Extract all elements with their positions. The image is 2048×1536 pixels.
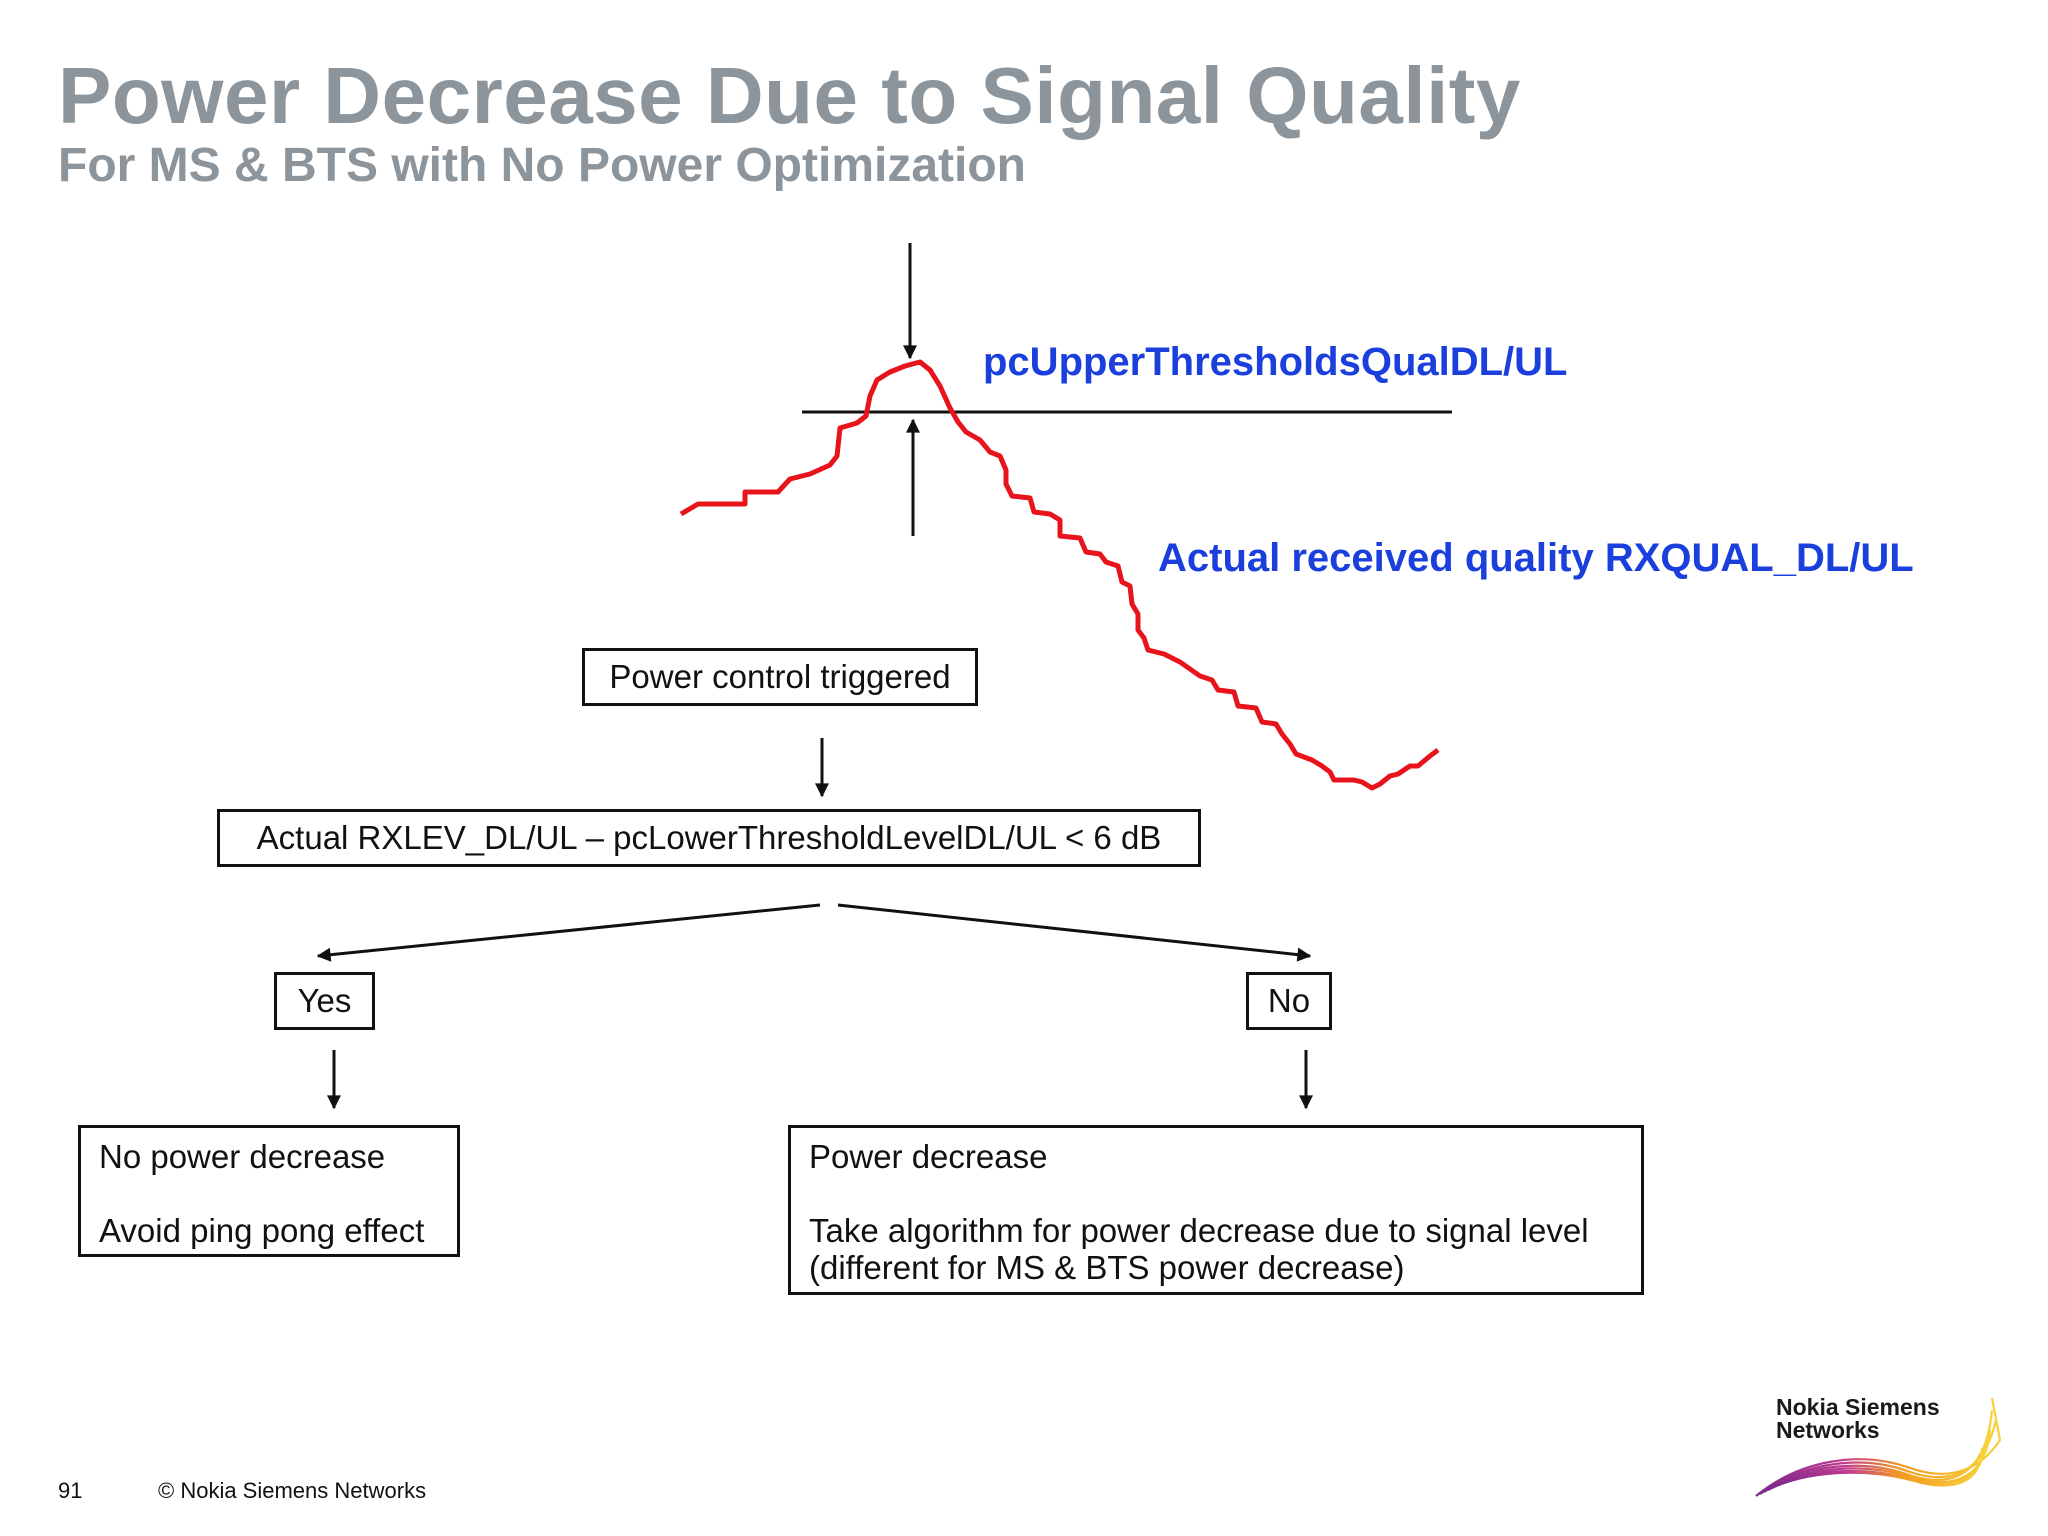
no-box: No [1246,972,1332,1030]
page-number: 91 [58,1478,83,1503]
curve-label: Actual received quality RXQUAL_DL/UL [1158,536,1914,580]
slide-subtitle: For MS & BTS with No Power Optimization [58,139,1026,192]
no-text: No [1267,982,1311,1019]
slide-title: Power Decrease Due to Signal Quality [58,51,1521,140]
yes-result-box: No power decrease Avoid ping pong effect [78,1125,460,1257]
arrow-to-yes [316,903,821,962]
trigger-text: Power control triggered [609,658,951,695]
trigger-box: Power control triggered [582,648,978,706]
yes-box: Yes [274,972,375,1030]
threshold-label: pcUpperThresholdsQualDL/UL [983,340,1568,384]
logo-wave-icon [1755,1397,2002,1497]
yes-text: Yes [297,982,352,1019]
company-logo: Nokia Siemens Networks [1776,1396,1940,1442]
no-result-line3: (different for MS & BTS power decrease) [809,1249,1405,1286]
condition-box: Actual RXLEV_DL/UL – pcLowerThresholdLev… [217,809,1201,867]
yes-result-line1: No power decrease [99,1138,386,1175]
no-result-line1: Power decrease [809,1138,1048,1175]
logo-line2: Networks [1776,1417,1880,1443]
logo-line1: Nokia Siemens [1776,1394,1940,1420]
yes-result-line2: Avoid ping pong effect [99,1212,425,1249]
arrow-to-no [837,903,1312,962]
no-result-box: Power decrease Take algorithm for power … [788,1125,1644,1295]
condition-text: Actual RXLEV_DL/UL – pcLowerThresholdLev… [256,819,1162,856]
copyright: © Nokia Siemens Networks [158,1478,427,1503]
no-result-line2: Take algorithm for power decrease due to… [809,1212,1589,1249]
quality-curve [679,359,1440,791]
